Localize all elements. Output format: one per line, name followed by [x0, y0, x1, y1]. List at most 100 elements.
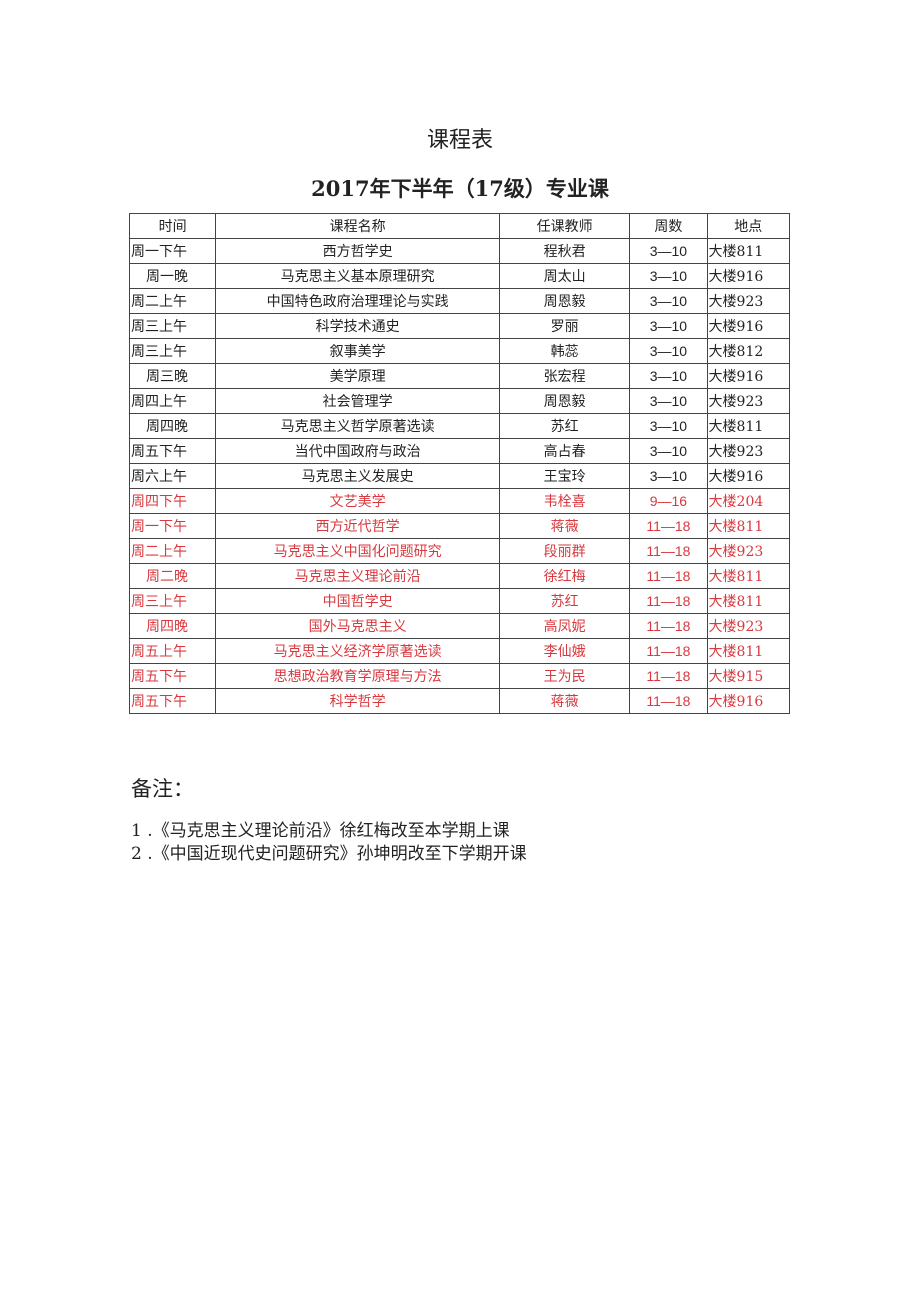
- cell-time: 周五下午: [128, 663, 217, 689]
- table-row: 周三晚 美学原理 张宏程 3—10 大楼916: [128, 363, 791, 389]
- cell-course: 马克思主义理论前沿: [215, 563, 500, 589]
- cell-time: 周二上午: [128, 538, 217, 564]
- table-row: 周一下午 西方近代哲学 蒋薇 11—18 大楼811: [128, 513, 791, 539]
- cell-place: 大楼916: [706, 363, 791, 389]
- cell-place: 大楼916: [706, 463, 791, 489]
- cell-weeks: 3—10: [629, 263, 708, 289]
- document-title: 课程表: [426, 128, 493, 153]
- cell-teacher: 蒋薇: [498, 513, 631, 539]
- cell-teacher: 徐红梅: [498, 563, 631, 589]
- table-row: 周三上午 叙事美学 韩蕊 3—10 大楼812: [128, 338, 791, 364]
- cell-teacher: 韩蕊: [498, 338, 631, 364]
- cell-teacher: 段丽群: [498, 538, 631, 564]
- cell-weeks: 11—18: [629, 563, 708, 589]
- cell-time: 周一下午: [128, 513, 217, 539]
- cell-place: 大楼923: [706, 388, 791, 414]
- cell-weeks: 11—18: [629, 538, 708, 564]
- header-time: 时间: [128, 213, 217, 239]
- cell-time: 周一下午: [128, 238, 217, 264]
- cell-teacher: 程秋君: [498, 238, 631, 264]
- cell-teacher: 周恩毅: [498, 388, 631, 414]
- cell-time: 周四晚: [128, 413, 217, 439]
- cell-teacher: 韦栓喜: [498, 488, 631, 514]
- cell-place: 大楼811: [706, 563, 791, 589]
- cell-course: 文艺美学: [215, 488, 500, 514]
- cell-teacher: 周恩毅: [498, 288, 631, 314]
- cell-time: 周五下午: [128, 438, 217, 464]
- cell-weeks: 3—10: [629, 438, 708, 464]
- cell-teacher: 张宏程: [498, 363, 631, 389]
- cell-time: 周三上午: [128, 588, 217, 614]
- table-header-row: 时间 课程名称 任课教师 周数 地点: [128, 213, 791, 239]
- cell-course: 西方近代哲学: [215, 513, 500, 539]
- cell-course: 马克思主义中国化问题研究: [215, 538, 500, 564]
- cell-weeks: 11—18: [629, 638, 708, 664]
- note-item: 2 .《中国近现代史问题研究》孙坤明改至下学期开课: [131, 844, 527, 864]
- cell-place: 大楼923: [706, 613, 791, 639]
- cell-course: 思想政治教育学原理与方法: [215, 663, 500, 689]
- table-row: 周五上午 马克思主义经济学原著选读 李仙娥 11—18 大楼811: [128, 638, 791, 664]
- table-row: 周六上午 马克思主义发展史 王宝玲 3—10 大楼916: [128, 463, 791, 489]
- cell-time: 周四上午: [128, 388, 217, 414]
- cell-teacher: 李仙娥: [498, 638, 631, 664]
- cell-place: 大楼915: [706, 663, 791, 689]
- cell-course: 西方哲学史: [215, 238, 500, 264]
- cell-weeks: 3—10: [629, 238, 708, 264]
- note-item: 1 .《马克思主义理论前沿》徐红梅改至本学期上课: [131, 821, 510, 841]
- table-row: 周五下午 当代中国政府与政治 高占春 3—10 大楼923: [128, 438, 791, 464]
- cell-time: 周三上午: [128, 338, 217, 364]
- cell-course: 马克思主义哲学原著选读: [215, 413, 500, 439]
- header-weeks: 周数: [629, 213, 708, 239]
- cell-time: 周二晚: [128, 563, 217, 589]
- notes-heading: 备注：: [131, 777, 194, 801]
- cell-time: 周六上午: [128, 463, 217, 489]
- cell-weeks: 3—10: [629, 338, 708, 364]
- cell-time: 周五上午: [128, 638, 217, 664]
- cell-place: 大楼811: [706, 413, 791, 439]
- cell-weeks: 11—18: [629, 663, 708, 689]
- cell-teacher: 高占春: [498, 438, 631, 464]
- cell-place: 大楼811: [706, 638, 791, 664]
- document-subtitle: 2017年下半年（17级）专业课: [311, 176, 609, 201]
- cell-course: 社会管理学: [215, 388, 500, 414]
- header-place: 地点: [706, 213, 791, 239]
- table-row: 周一晚 马克思主义基本原理研究 周太山 3—10 大楼916: [128, 263, 791, 289]
- cell-weeks: 11—18: [629, 688, 708, 714]
- cell-place: 大楼811: [706, 238, 791, 264]
- cell-course: 国外马克思主义: [215, 613, 500, 639]
- table-row: 周一下午 西方哲学史 程秋君 3—10 大楼811: [128, 238, 791, 264]
- cell-course: 中国哲学史: [215, 588, 500, 614]
- cell-place: 大楼811: [706, 513, 791, 539]
- cell-weeks: 3—10: [629, 313, 708, 339]
- cell-course: 中国特色政府治理理论与实践: [215, 288, 500, 314]
- cell-teacher: 苏红: [498, 588, 631, 614]
- cell-teacher: 高凤妮: [498, 613, 631, 639]
- table-row: 周四上午 社会管理学 周恩毅 3—10 大楼923: [128, 388, 791, 414]
- cell-teacher: 苏红: [498, 413, 631, 439]
- cell-weeks: 3—10: [629, 363, 708, 389]
- header-course: 课程名称: [215, 213, 500, 239]
- cell-weeks: 11—18: [629, 613, 708, 639]
- cell-weeks: 3—10: [629, 463, 708, 489]
- table-row: 周三上午 科学技术通史 罗丽 3—10 大楼916: [128, 313, 791, 339]
- cell-teacher: 蒋薇: [498, 688, 631, 714]
- cell-teacher: 王为民: [498, 663, 631, 689]
- cell-weeks: 3—10: [629, 388, 708, 414]
- cell-course: 马克思主义经济学原著选读: [215, 638, 500, 664]
- cell-course: 叙事美学: [215, 338, 500, 364]
- cell-weeks: 3—10: [629, 288, 708, 314]
- cell-place: 大楼204: [706, 488, 791, 514]
- cell-time: 周三晚: [128, 363, 217, 389]
- cell-place: 大楼916: [706, 263, 791, 289]
- table-row: 周四晚 马克思主义哲学原著选读 苏红 3—10 大楼811: [128, 413, 791, 439]
- cell-weeks: 3—10: [629, 413, 708, 439]
- cell-place: 大楼811: [706, 588, 791, 614]
- cell-place: 大楼923: [706, 438, 791, 464]
- cell-weeks: 11—18: [629, 513, 708, 539]
- cell-time: 周一晚: [128, 263, 217, 289]
- table-row: 周五下午 科学哲学 蒋薇 11—18 大楼916: [128, 688, 791, 714]
- cell-place: 大楼916: [706, 313, 791, 339]
- table-row: 周三上午 中国哲学史 苏红 11—18 大楼811: [128, 588, 791, 614]
- header-teacher: 任课教师: [498, 213, 631, 239]
